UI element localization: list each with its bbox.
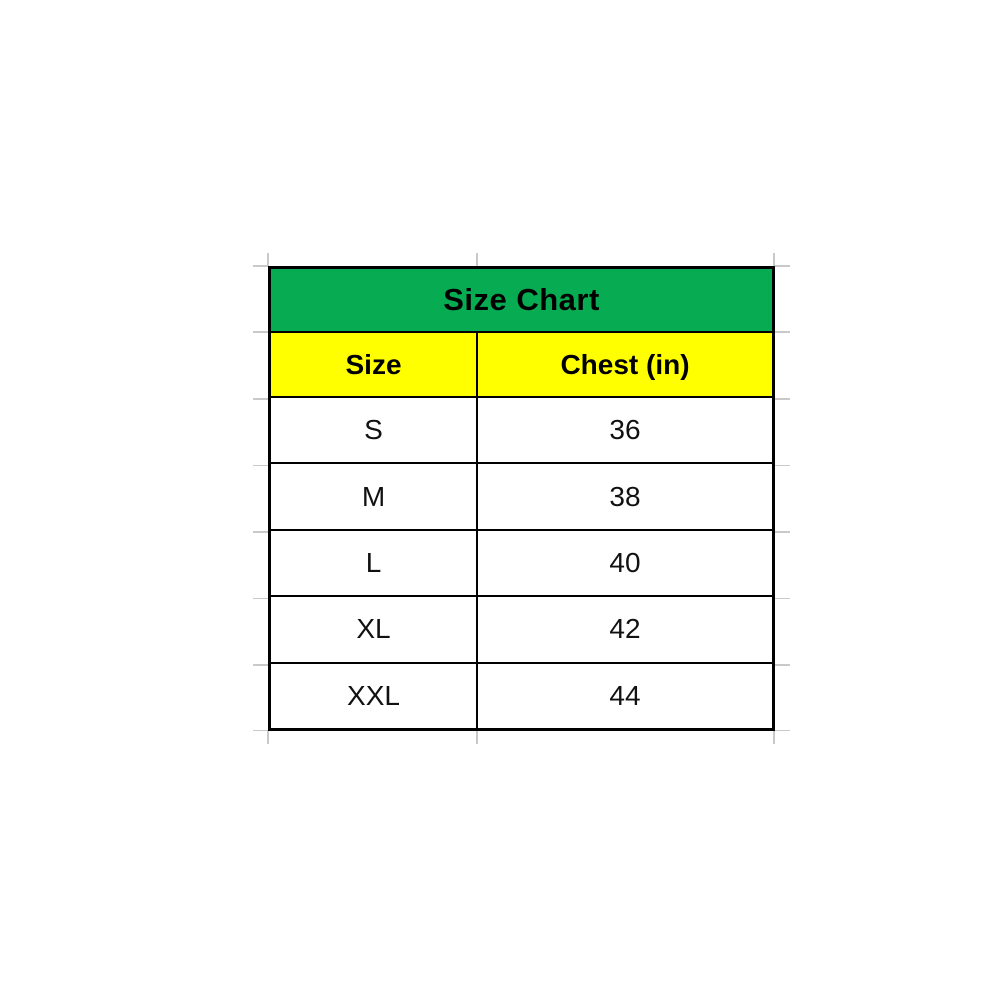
gridline-stub [775,531,790,533]
gridline-stub [773,253,775,266]
gridline-stub [253,664,268,666]
column-header-size: Size [271,333,478,396]
size-cell: S [271,398,478,463]
table-row: XXL 44 [271,663,772,729]
size-cell: XXL [271,663,478,729]
gridline-stub [267,731,269,744]
chest-cell: 38 [609,480,641,512]
table-row: L 40 [271,530,772,598]
size-cell: M [271,464,478,529]
table-row: M 38 [271,464,772,531]
size-cell: XL [271,597,478,662]
size-cell: L [271,530,478,596]
gridline-stub [775,464,790,466]
gridline-stub [476,253,478,266]
gridline-stub [775,597,790,599]
chest-cell: 42 [609,613,641,645]
table-row: S 36 [271,398,772,465]
chest-cell: 44 [609,679,641,711]
table-title-row: Size Chart [271,269,772,333]
gridline-stub [253,398,268,400]
gridline-stub [775,265,790,267]
chest-cell: 40 [609,547,641,579]
gridline-stub [775,398,790,400]
gridline-stub [775,664,790,666]
gridline-stub [253,464,268,466]
chest-cell: 36 [609,414,641,446]
column-header-chest: Chest (in) [560,348,690,380]
gridline-stub [253,597,268,599]
gridline-stub [253,729,268,731]
gridline-stub [267,253,269,266]
table-row: XL 42 [271,597,772,664]
table-header-row: Size Chest (in) [271,333,772,398]
gridline-stub [775,729,790,731]
gridline-stub [775,331,790,333]
gridline-stub [253,331,268,333]
size-chart-table: Size Chart Size Chest (in) S 36 M 38 L 4… [268,266,775,731]
gridline-stub [253,531,268,533]
gridline-stub [253,265,268,267]
table-title: Size Chart [443,282,600,317]
gridline-stub [476,731,478,744]
gridline-stub [773,731,775,744]
